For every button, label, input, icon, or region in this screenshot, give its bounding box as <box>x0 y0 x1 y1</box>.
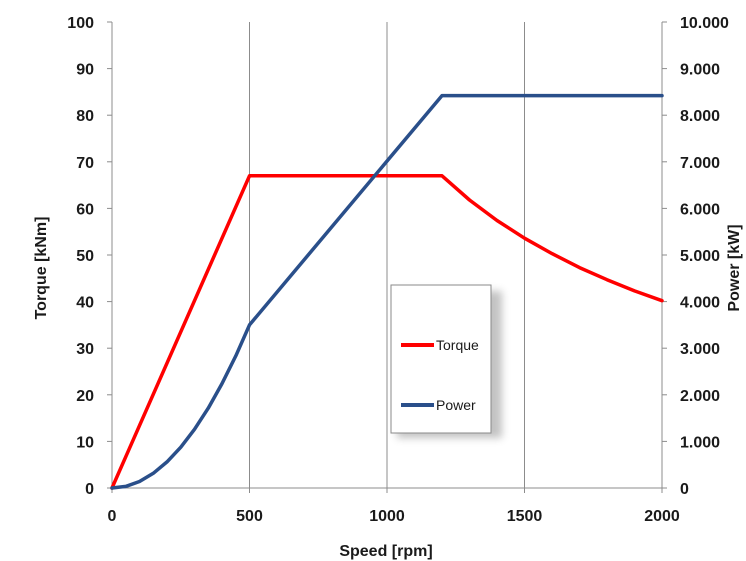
y-left-tick-label: 0 <box>85 481 94 498</box>
y-right-tick-label: 7.000 <box>680 155 720 172</box>
y-left-tick-label: 60 <box>76 201 94 218</box>
x-tick-label: 2000 <box>644 508 680 525</box>
grid-lines <box>249 22 525 488</box>
y-left-tick-label: 70 <box>76 155 94 172</box>
y-left-tick-label: 20 <box>76 388 94 405</box>
y-left-axis-title: Torque [kNm] <box>33 217 50 320</box>
y-right-tick-label: 9.000 <box>680 62 720 79</box>
y-left-tick-label: 10 <box>76 434 94 451</box>
y-right-tick-label: 8.000 <box>680 108 720 125</box>
legend: Torque Power <box>390 284 502 438</box>
y-right-tick-label: 1.000 <box>680 434 720 451</box>
y-left-tick-label: 40 <box>76 295 94 312</box>
axes <box>107 21 667 493</box>
y-left-tick-labels: 0 10 20 30 40 50 60 70 80 90 100 <box>67 15 94 498</box>
legend-label-torque: Torque <box>436 337 479 353</box>
y-left-tick-label: 50 <box>76 248 94 265</box>
series-line-torque <box>110 174 664 490</box>
y-right-tick-label: 6.000 <box>680 201 720 218</box>
legend-box <box>390 284 492 434</box>
x-tick-labels: 0 500 1000 1500 2000 <box>108 508 680 525</box>
y-left-tick-label: 30 <box>76 341 94 358</box>
x-tick-label: 1000 <box>369 508 405 525</box>
y-right-tick-label: 10.000 <box>680 15 729 32</box>
y-left-tick-label: 90 <box>76 62 94 79</box>
y-right-tick-labels: 0 1.000 2.000 3.000 4.000 5.000 6.000 7.000 8.00… <box>680 15 729 498</box>
x-tick-label: 500 <box>236 508 263 525</box>
y-right-axis-title: Power [kW] <box>726 224 743 311</box>
legend-label-power: Power <box>436 397 476 413</box>
y-right-tick-label: 5.000 <box>680 248 720 265</box>
y-left-tick-label: 80 <box>76 108 94 125</box>
y-right-tick-label: 3.000 <box>680 341 720 358</box>
x-tick-label: 0 <box>108 508 117 525</box>
y-right-tick-label: 4.000 <box>680 295 720 312</box>
series-line-power <box>110 93 664 490</box>
y-right-tick-label: 0 <box>680 481 689 498</box>
y-right-tick-label: 2.000 <box>680 388 720 405</box>
y-left-tick-label: 100 <box>67 15 94 32</box>
x-tick-label: 1500 <box>507 508 543 525</box>
series-lines <box>110 93 664 490</box>
x-axis-title: Speed [rpm] <box>339 543 432 560</box>
